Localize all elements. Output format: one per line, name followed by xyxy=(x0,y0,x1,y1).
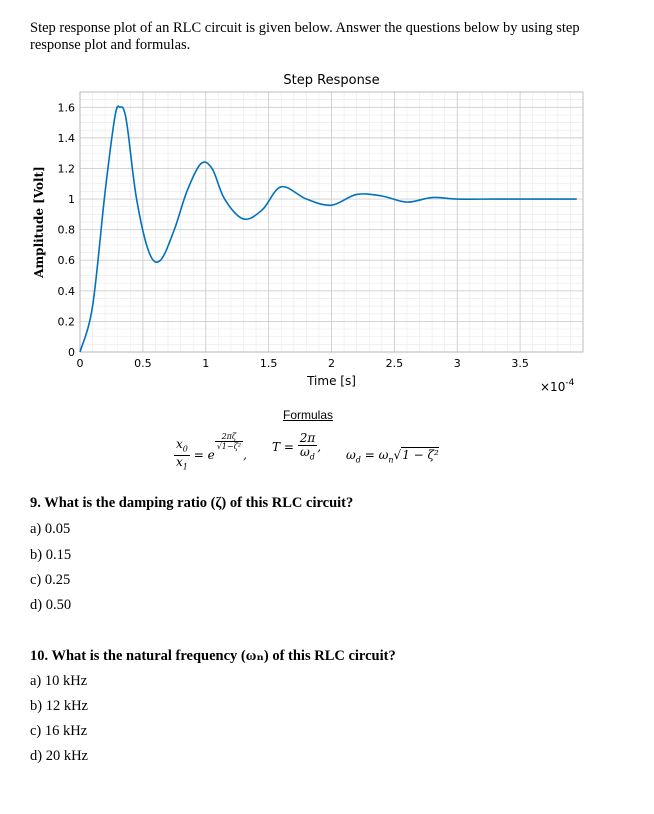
wn-symbol: = ω xyxy=(360,448,389,462)
x0-sub: 0 xyxy=(182,444,188,453)
q10-option-a[interactable]: a) 10 kHz xyxy=(30,673,88,689)
x-scale-factor: ×10-4 xyxy=(540,378,575,394)
period-numerator: 2π xyxy=(297,431,318,446)
step-response-chart: 0 0.5 1 1.5 2 2.5 3 3.500.20.40.60.811.21.41.6 … xyxy=(32,73,584,394)
series-line xyxy=(79,105,577,353)
formula-period: T = 2π ωd , xyxy=(272,432,321,478)
y-tick-label: 0.6 xyxy=(58,254,76,267)
q9-option-c[interactable]: c) 0.25 xyxy=(30,572,71,588)
x-scale-base: ×10 xyxy=(540,380,565,394)
exponent-denominator: √1−ζ² xyxy=(216,442,242,451)
y-tick-label: 1 xyxy=(68,193,75,206)
wn-sub: n xyxy=(388,455,394,465)
wd-sub: d xyxy=(355,455,361,465)
intro-text: Step response plot of an RLC circuit is … xyxy=(30,20,580,53)
formula2-comma: , xyxy=(317,440,322,455)
axis-ticks: 0 0.5 1 1.5 2 2.5 3 3.5 0 0.2 0.4 0.6 0.8 1 1.2 1.4 1.6 xyxy=(58,101,529,370)
x-tick-label: 0.5 xyxy=(134,357,152,370)
period-den-sub: d xyxy=(309,452,315,462)
plot-frame xyxy=(79,91,584,353)
y-axis-label: Amplitude [Volt] xyxy=(32,166,46,279)
x-tick-label: 1 xyxy=(202,357,209,370)
q9-option-d[interactable]: d) 0.50 xyxy=(30,597,72,613)
x-tick-label: 0 xyxy=(77,357,84,370)
x-scale-exponent: -4 xyxy=(565,378,574,388)
x-axis-label: Time [s] xyxy=(306,374,356,388)
y-tick-label: 0.4 xyxy=(58,285,76,298)
y-tick-label: 1.2 xyxy=(58,162,76,175)
wd-symbol: ω xyxy=(346,448,356,462)
x1-sub: 1 xyxy=(182,462,188,472)
question-9: 9. What is the damping ratio (ζ) of this… xyxy=(30,495,354,511)
x0-symbol: x xyxy=(176,436,183,451)
amplitude-ratio-fraction: x0 x1 xyxy=(174,436,190,474)
x-tick-label: 2 xyxy=(328,357,335,370)
y-tick-label: 0.2 xyxy=(58,315,76,328)
q9-option-b[interactable]: b) 0.15 xyxy=(30,547,72,563)
sqrt-radicand: 1 − ζ² xyxy=(401,447,439,462)
exponent-fraction: 2πζ √1−ζ² xyxy=(214,432,244,451)
x-tick-label: 2.5 xyxy=(386,357,404,370)
formula1-comma: , xyxy=(243,448,247,462)
exp-base: = e xyxy=(193,448,215,462)
formulas-title: Formulas xyxy=(283,408,334,422)
q10-option-c[interactable]: c) 16 kHz xyxy=(30,723,88,739)
x1-symbol: x xyxy=(176,455,183,469)
formula-damped-frequency: ωd = ωn√1 − ζ² xyxy=(346,432,439,478)
y-tick-label: 1.6 xyxy=(58,101,76,114)
q10-option-d[interactable]: d) 20 kHz xyxy=(30,748,88,764)
period-denominator: ω xyxy=(300,445,310,459)
exponent-numerator: 2πζ xyxy=(214,432,244,442)
q9-option-a[interactable]: a) 0.05 xyxy=(30,521,71,537)
sqrt-sign: √ xyxy=(393,448,402,462)
period-fraction: 2π ωd xyxy=(297,431,318,463)
x-tick-label: 3 xyxy=(454,357,461,370)
x-tick-label: 1.5 xyxy=(260,357,278,370)
q10-option-b[interactable]: b) 12 kHz xyxy=(30,698,88,714)
chart-title: Step Response xyxy=(283,73,379,88)
question-10: 10. What is the natural frequency (ωₙ) o… xyxy=(30,648,396,664)
y-tick-label: 0.8 xyxy=(58,224,76,237)
x-tick-label: 3.5 xyxy=(511,357,529,370)
y-tick-label: 1.4 xyxy=(58,132,76,145)
period-lhs: T = xyxy=(272,440,294,455)
grid-lines xyxy=(79,91,584,353)
y-tick-label: 0 xyxy=(68,346,75,359)
formula-amplitude-ratio: x0 x1 = e 2πζ √1−ζ² , xyxy=(174,432,247,478)
